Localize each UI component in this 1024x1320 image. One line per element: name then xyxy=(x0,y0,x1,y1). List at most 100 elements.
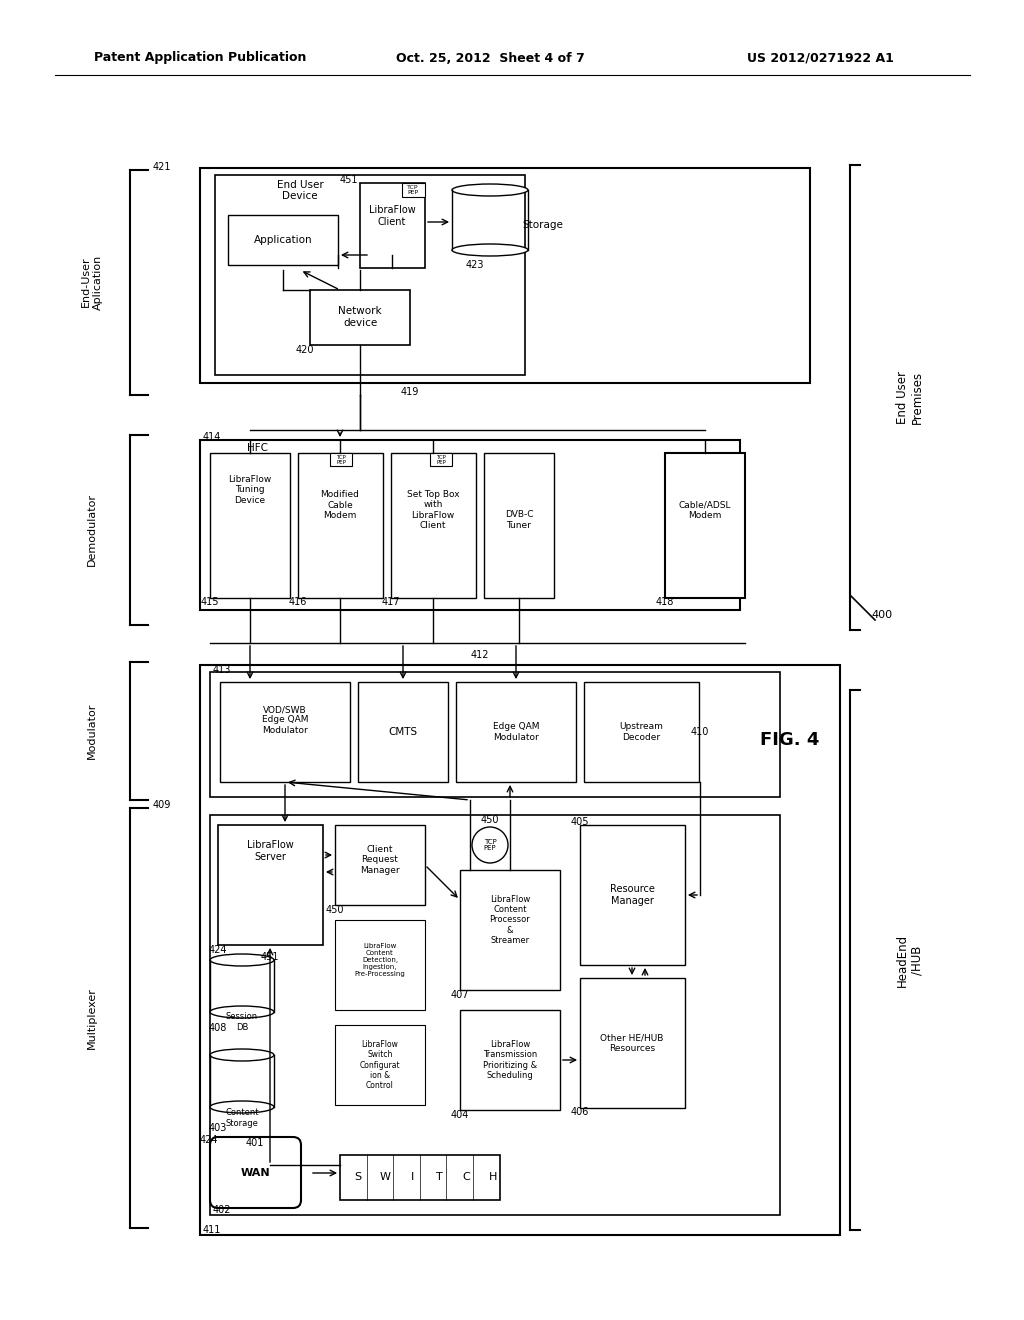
Text: 412: 412 xyxy=(471,649,489,660)
Bar xyxy=(484,453,554,598)
Bar xyxy=(580,978,685,1107)
Text: Server: Server xyxy=(254,851,286,862)
Text: Multiplexer: Multiplexer xyxy=(87,987,97,1049)
Bar xyxy=(335,825,425,906)
Text: 402: 402 xyxy=(213,1205,231,1214)
Text: Other HE/HUB
Resources: Other HE/HUB Resources xyxy=(600,1034,664,1053)
Bar xyxy=(215,176,525,375)
Text: 450: 450 xyxy=(480,814,500,825)
Text: 421: 421 xyxy=(153,162,171,172)
Text: H: H xyxy=(488,1172,498,1181)
Text: S: S xyxy=(354,1172,361,1181)
Text: 413: 413 xyxy=(213,665,231,675)
Bar xyxy=(335,920,425,1010)
Bar xyxy=(228,215,338,265)
Bar xyxy=(460,1010,560,1110)
Text: 414: 414 xyxy=(203,432,221,442)
FancyBboxPatch shape xyxy=(210,1137,301,1208)
Text: Session
DB: Session DB xyxy=(226,1012,258,1032)
Text: 410: 410 xyxy=(691,727,710,737)
Text: End User: End User xyxy=(276,180,324,190)
Text: 411: 411 xyxy=(203,1225,221,1236)
Text: TCP
PEP: TCP PEP xyxy=(483,838,497,851)
Text: 424: 424 xyxy=(209,945,227,954)
Ellipse shape xyxy=(452,183,528,195)
Text: Storage: Storage xyxy=(522,220,563,230)
Bar xyxy=(200,665,840,1236)
Text: WAN: WAN xyxy=(241,1168,269,1177)
Bar xyxy=(460,870,560,990)
Bar xyxy=(340,1155,500,1200)
Text: Modified
Cable
Modem: Modified Cable Modem xyxy=(321,490,359,520)
Text: 419: 419 xyxy=(400,387,419,397)
Bar xyxy=(298,453,383,598)
Text: Client: Client xyxy=(378,216,407,227)
Text: 420: 420 xyxy=(296,345,314,355)
Text: T: T xyxy=(435,1172,442,1181)
Bar xyxy=(580,825,685,965)
Text: LibraFlow
Transmission
Prioritizing &
Scheduling: LibraFlow Transmission Prioritizing & Sc… xyxy=(483,1040,538,1080)
Text: US 2012/0271922 A1: US 2012/0271922 A1 xyxy=(746,51,893,65)
Text: 415: 415 xyxy=(201,597,219,607)
Text: TCP
PEP: TCP PEP xyxy=(336,454,346,466)
Text: I: I xyxy=(411,1172,414,1181)
Bar xyxy=(210,453,290,598)
Bar xyxy=(402,183,425,197)
Bar xyxy=(218,825,323,945)
Text: Edge QAM
Modulator: Edge QAM Modulator xyxy=(493,722,540,742)
Bar xyxy=(310,290,410,345)
Bar xyxy=(360,183,425,268)
Text: 409: 409 xyxy=(153,800,171,810)
Text: LibraFlow: LibraFlow xyxy=(369,205,416,215)
Bar xyxy=(665,453,745,598)
Text: LibraFlow
Switch
Configurat
ion &
Control: LibraFlow Switch Configurat ion & Contro… xyxy=(359,1040,400,1090)
Text: Resource
Manager: Resource Manager xyxy=(609,884,654,906)
Text: Demodulator: Demodulator xyxy=(87,494,97,566)
Text: 404: 404 xyxy=(451,1110,469,1119)
Text: 418: 418 xyxy=(655,597,674,607)
Text: VOD/SWB
Edge QAM
Modulator: VOD/SWB Edge QAM Modulator xyxy=(262,705,308,735)
Bar xyxy=(220,682,350,781)
Text: 403: 403 xyxy=(209,1123,227,1133)
Text: 416: 416 xyxy=(289,597,307,607)
Text: Oct. 25, 2012  Sheet 4 of 7: Oct. 25, 2012 Sheet 4 of 7 xyxy=(395,51,585,65)
Text: Device: Device xyxy=(283,191,317,201)
Text: Set Top Box
with
LibraFlow
Client: Set Top Box with LibraFlow Client xyxy=(407,490,460,531)
Bar xyxy=(210,814,780,1214)
Bar xyxy=(584,682,699,781)
Text: Modulator: Modulator xyxy=(87,702,97,759)
Text: Cable/ADSL
Modem: Cable/ADSL Modem xyxy=(679,500,731,520)
Ellipse shape xyxy=(210,1049,274,1061)
Text: CMTS: CMTS xyxy=(388,727,418,737)
Ellipse shape xyxy=(210,1006,274,1018)
Text: 400: 400 xyxy=(871,610,893,620)
Text: 450: 450 xyxy=(326,906,344,915)
Text: 451: 451 xyxy=(261,952,280,962)
Text: 407: 407 xyxy=(451,990,469,1001)
Text: Network
device: Network device xyxy=(338,306,382,327)
Bar xyxy=(200,168,810,383)
Text: 406: 406 xyxy=(570,1107,589,1117)
Text: LibraFlow: LibraFlow xyxy=(247,840,293,850)
Text: Upstream
Decoder: Upstream Decoder xyxy=(620,722,663,742)
Bar xyxy=(391,453,476,598)
Text: Client
Request
Manager: Client Request Manager xyxy=(360,845,399,875)
Ellipse shape xyxy=(452,244,528,256)
Text: W: W xyxy=(380,1172,390,1181)
Text: TCP
PEP: TCP PEP xyxy=(408,185,419,195)
Text: FIG. 4: FIG. 4 xyxy=(760,731,819,748)
Bar xyxy=(430,453,452,466)
Text: HeadEnd
/HUB: HeadEnd /HUB xyxy=(896,933,924,986)
Text: C: C xyxy=(462,1172,470,1181)
Bar xyxy=(335,1026,425,1105)
Text: Content
Storage: Content Storage xyxy=(225,1109,259,1127)
Circle shape xyxy=(472,828,508,863)
Bar xyxy=(358,682,449,781)
Text: TCP
PEP: TCP PEP xyxy=(436,454,445,466)
Bar xyxy=(210,672,780,797)
Bar xyxy=(330,453,352,466)
Text: 417: 417 xyxy=(382,597,400,607)
Text: LibraFlow
Content
Processor
&
Streamer: LibraFlow Content Processor & Streamer xyxy=(489,895,530,945)
Text: Application: Application xyxy=(254,235,312,246)
Text: LibraFlow
Tuning
Device: LibraFlow Tuning Device xyxy=(228,475,271,504)
